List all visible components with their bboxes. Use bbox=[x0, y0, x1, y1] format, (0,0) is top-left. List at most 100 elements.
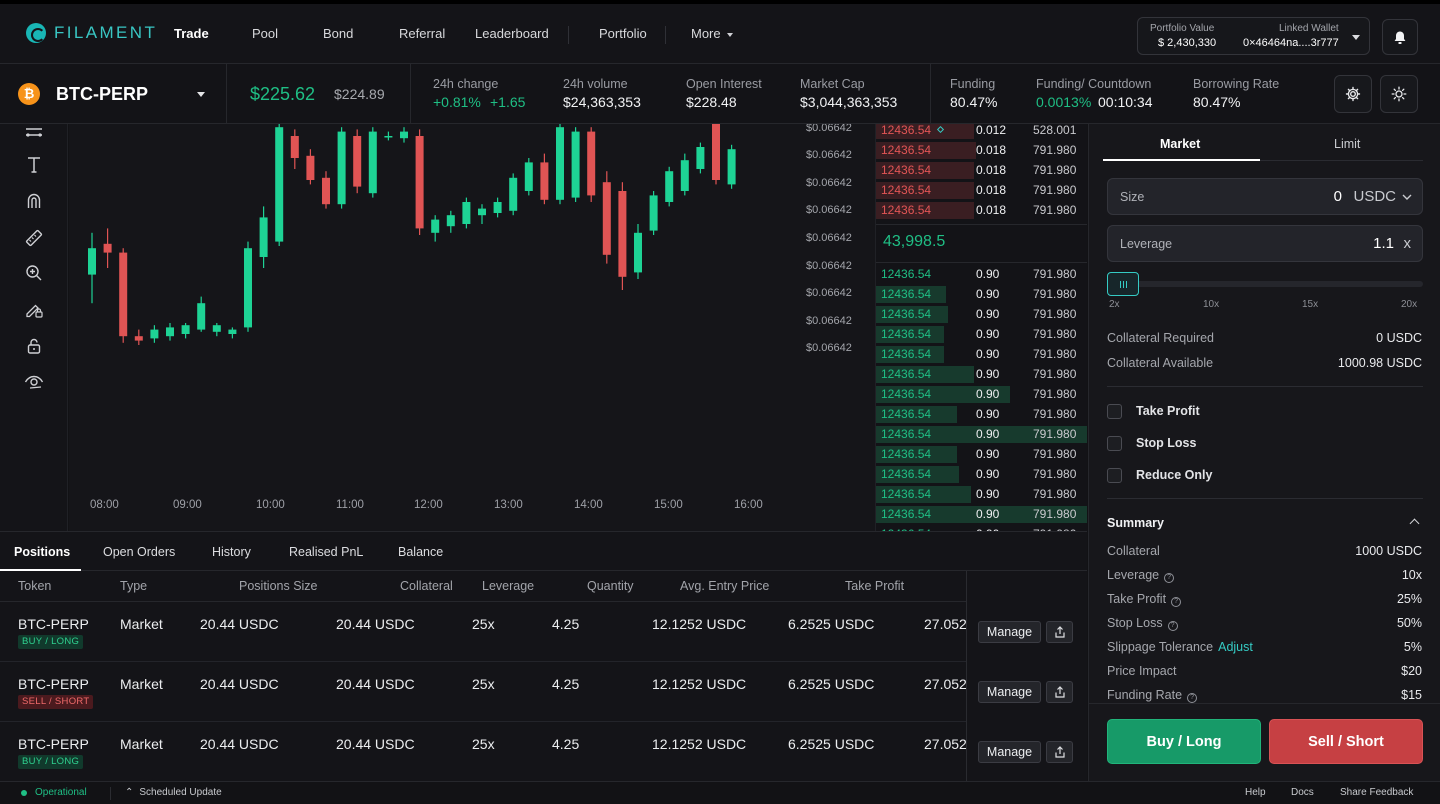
nav-more[interactable]: More bbox=[691, 26, 733, 41]
candle-body bbox=[88, 248, 96, 275]
ask-row[interactable]: 12436.54 0.018 791.980 bbox=[876, 140, 1087, 160]
pencil-lock-icon[interactable] bbox=[23, 298, 45, 320]
nav-portfolio[interactable]: Portfolio bbox=[599, 26, 647, 41]
tab-positions[interactable]: Positions bbox=[14, 545, 71, 559]
depth-bar bbox=[876, 306, 949, 323]
ask-row[interactable]: 12436.54 0.012 528.001 bbox=[876, 124, 1087, 140]
ruler-icon[interactable] bbox=[23, 227, 45, 249]
manage-button[interactable]: Manage bbox=[978, 681, 1041, 703]
bid-row[interactable]: 12436.54 0.90 791.980 bbox=[876, 304, 1087, 324]
nav-more-label: More bbox=[691, 26, 721, 41]
summary-title[interactable]: Summary bbox=[1107, 516, 1164, 530]
column-header: Leverage bbox=[482, 579, 535, 593]
book-price: 12436.54 bbox=[881, 203, 932, 217]
chevron-up-icon[interactable] bbox=[1409, 518, 1420, 529]
tab-history[interactable]: History bbox=[212, 545, 251, 559]
ask-row[interactable]: 12436.54 0.018 791.980 bbox=[876, 160, 1087, 180]
x-axis-tick: 11:00 bbox=[336, 499, 364, 511]
adjust-slippage-link[interactable]: Adjust bbox=[1218, 640, 1253, 654]
settings-button[interactable] bbox=[1334, 75, 1372, 113]
docs-link[interactable]: Docs bbox=[1291, 787, 1314, 798]
sell-short-button[interactable]: Sell / Short bbox=[1269, 719, 1423, 764]
checkbox[interactable] bbox=[1107, 467, 1122, 483]
unlock-icon[interactable] bbox=[23, 335, 45, 357]
nav-referral[interactable]: Referral bbox=[399, 26, 446, 41]
help-link[interactable]: Help bbox=[1245, 787, 1266, 798]
info-icon[interactable]: ? bbox=[1187, 693, 1198, 703]
bid-row[interactable]: 12436.54 0.90 791.980 bbox=[876, 444, 1087, 464]
leverage-slider-handle[interactable] bbox=[1107, 272, 1139, 296]
info-icon[interactable]: ? bbox=[1171, 597, 1182, 607]
leverage-slider[interactable] bbox=[1107, 281, 1423, 287]
bid-row[interactable]: 12436.54 0.90 791.980 bbox=[876, 524, 1087, 531]
bid-row[interactable]: 12436.54 0.90 791.980 bbox=[876, 284, 1087, 304]
tab-open-orders[interactable]: Open Orders bbox=[103, 545, 176, 559]
bid-row[interactable]: 12436.54 0.90 791.980 bbox=[876, 464, 1087, 484]
share-button[interactable] bbox=[1046, 681, 1073, 703]
stop-loss-checkbox[interactable]: Stop Loss bbox=[1107, 435, 1196, 451]
take-profit-checkbox[interactable]: Take Profit bbox=[1107, 403, 1200, 419]
share-button[interactable] bbox=[1046, 741, 1073, 763]
divider bbox=[410, 64, 411, 124]
scheduled-update[interactable]: ⌃ Scheduled Update bbox=[125, 787, 222, 798]
nav-pool[interactable]: Pool bbox=[252, 26, 279, 41]
book-total: 791.980 bbox=[1033, 183, 1077, 197]
text-icon[interactable] bbox=[23, 154, 45, 176]
filament-logo[interactable]: FILAMENT bbox=[26, 23, 157, 43]
bid-row[interactable]: 12436.54 0.90 791.980 bbox=[876, 484, 1087, 504]
lines-icon[interactable] bbox=[23, 122, 45, 144]
nav-trade[interactable]: Trade bbox=[174, 26, 209, 41]
bid-row[interactable]: 12436.54 0.90 791.980 bbox=[876, 344, 1087, 364]
tab-balance[interactable]: Balance bbox=[398, 545, 444, 559]
reduce-only-checkbox[interactable]: Reduce Only bbox=[1107, 467, 1212, 483]
eye-icon[interactable] bbox=[23, 371, 45, 393]
tab-realised-pnl[interactable]: Realised PnL bbox=[289, 545, 364, 559]
candle-body bbox=[353, 136, 362, 187]
zoom-in-icon[interactable] bbox=[23, 262, 45, 284]
position-token: BTC-PERP bbox=[18, 736, 89, 752]
theme-toggle-button[interactable] bbox=[1380, 75, 1418, 113]
ask-row[interactable]: 12436.54 0.018 791.980 bbox=[876, 180, 1087, 200]
leverage-input[interactable]: Leverage 1.1 x bbox=[1107, 225, 1423, 262]
funding-label: Funding bbox=[950, 77, 996, 91]
candle-body bbox=[400, 131, 408, 139]
ask-row[interactable]: 12436.54 0.018 791.980 bbox=[876, 200, 1087, 220]
manage-button[interactable]: Manage bbox=[978, 621, 1041, 643]
bid-row[interactable]: 12436.54 0.90 791.980 bbox=[876, 404, 1087, 424]
depth-bar bbox=[876, 366, 974, 383]
chevron-down-icon[interactable] bbox=[1402, 193, 1412, 201]
size-value[interactable]: 0 bbox=[1333, 188, 1342, 205]
book-total: 791.980 bbox=[1033, 487, 1077, 501]
nav-leaderboard[interactable]: Leaderboard bbox=[475, 26, 549, 41]
size-input[interactable]: Size 0 USDC bbox=[1107, 178, 1423, 215]
summary-take-profit-value: 25% bbox=[1396, 592, 1422, 606]
nav-bond[interactable]: Bond bbox=[323, 26, 354, 41]
leverage-value[interactable]: 1.1 bbox=[1373, 235, 1394, 252]
market-pair[interactable]: BTC-PERP bbox=[56, 84, 149, 104]
size-unit[interactable]: USDC bbox=[1353, 188, 1396, 205]
chevron-down-icon[interactable] bbox=[197, 92, 205, 97]
share-feedback-link[interactable]: Share Feedback bbox=[1340, 787, 1414, 798]
tab-limit[interactable]: Limit bbox=[1334, 137, 1361, 151]
bid-row[interactable]: 12436.54 0.90 791.980 bbox=[876, 324, 1087, 344]
magnet-icon[interactable] bbox=[23, 190, 45, 212]
buy-long-button[interactable]: Buy / Long bbox=[1107, 719, 1261, 764]
bid-row[interactable]: 12436.54 0.90 791.980 bbox=[876, 424, 1087, 444]
bid-row[interactable]: 12436.54 0.90 791.980 bbox=[876, 364, 1087, 384]
info-icon[interactable]: ? bbox=[1167, 621, 1178, 631]
depth-bar bbox=[876, 386, 1010, 403]
price-chart[interactable]: $0.06642 $0.06642 $0.06642 $0.06642 $0.0… bbox=[69, 124, 875, 531]
notifications-button[interactable] bbox=[1382, 19, 1418, 55]
divider bbox=[1107, 386, 1423, 387]
checkbox[interactable] bbox=[1107, 403, 1122, 419]
manage-button[interactable]: Manage bbox=[978, 741, 1041, 763]
bid-row[interactable]: 12436.54 0.90 791.980 bbox=[876, 504, 1087, 524]
share-button[interactable] bbox=[1046, 621, 1073, 643]
bid-row[interactable]: 12436.54 0.90 791.980 bbox=[876, 384, 1087, 404]
checkbox[interactable] bbox=[1107, 435, 1122, 451]
info-icon[interactable]: ? bbox=[1164, 573, 1175, 583]
book-total: 528.001 bbox=[1033, 124, 1077, 137]
bid-row[interactable]: 12436.54 0.90 791.980 bbox=[876, 264, 1087, 284]
tab-market[interactable]: Market bbox=[1160, 137, 1201, 151]
wallet-dropdown[interactable]: Portfolio Value $ 2,430,330 Linked Walle… bbox=[1137, 17, 1370, 55]
